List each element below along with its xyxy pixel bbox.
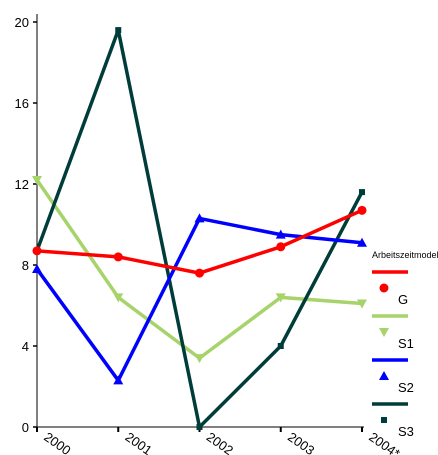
x-tick-label: 2003 xyxy=(285,429,317,455)
x-tick-label: 2000 xyxy=(41,429,73,455)
legend-label: S1 xyxy=(398,336,414,351)
series-line-s3 xyxy=(35,28,364,429)
data-point-s3 xyxy=(277,343,284,349)
legend-label: S2 xyxy=(398,380,414,395)
x-tick-label: 2001 xyxy=(123,429,155,455)
y-tick-label: 16 xyxy=(15,96,29,111)
legend-marker xyxy=(379,328,389,337)
legend-label: G xyxy=(398,292,408,307)
legend-marker xyxy=(379,283,389,293)
y-tick-label: 4 xyxy=(22,339,29,354)
legend-item-g: G xyxy=(372,270,408,307)
data-point-s2 xyxy=(113,375,124,385)
data-point-g xyxy=(32,246,42,256)
data-point-s1 xyxy=(32,175,42,185)
data-point-g xyxy=(357,205,367,215)
series-layer xyxy=(32,27,367,430)
data-point-g xyxy=(195,268,204,278)
legend-marker xyxy=(379,371,389,380)
data-point-s1 xyxy=(357,299,367,309)
data-point-s2 xyxy=(32,264,42,274)
y-tick-label: 12 xyxy=(15,177,29,192)
data-point-s2 xyxy=(357,237,367,247)
series-s1 xyxy=(32,175,367,364)
x-tick-label: 2002 xyxy=(204,429,236,455)
data-point-s3 xyxy=(359,189,365,196)
series-s2 xyxy=(32,213,367,385)
legend: Arbeitszeitmodell G S1 S2 S3 xyxy=(372,250,438,439)
series-s3 xyxy=(34,27,365,430)
data-point-s2 xyxy=(275,229,286,239)
y-tick-label: 8 xyxy=(22,258,29,273)
legend-title: Arbeitszeitmodell xyxy=(372,250,438,260)
y-tick-label: 20 xyxy=(15,15,29,30)
legend-item-s1: S1 xyxy=(372,314,414,351)
legend-marker xyxy=(381,417,387,423)
data-point-g xyxy=(276,242,286,252)
data-point-s3 xyxy=(115,27,122,34)
data-point-s1 xyxy=(275,293,286,303)
data-point-s2 xyxy=(194,213,205,223)
y-tick-label: 0 xyxy=(22,420,29,435)
data-point-s1 xyxy=(113,293,124,303)
legend-item-s2: S2 xyxy=(372,358,414,395)
legend-item-s3: S3 xyxy=(372,402,414,439)
data-point-s1 xyxy=(194,354,205,364)
data-point-s3 xyxy=(196,424,203,430)
data-point-g xyxy=(113,252,123,262)
series-g xyxy=(32,205,367,278)
legend-label: S3 xyxy=(398,424,414,439)
